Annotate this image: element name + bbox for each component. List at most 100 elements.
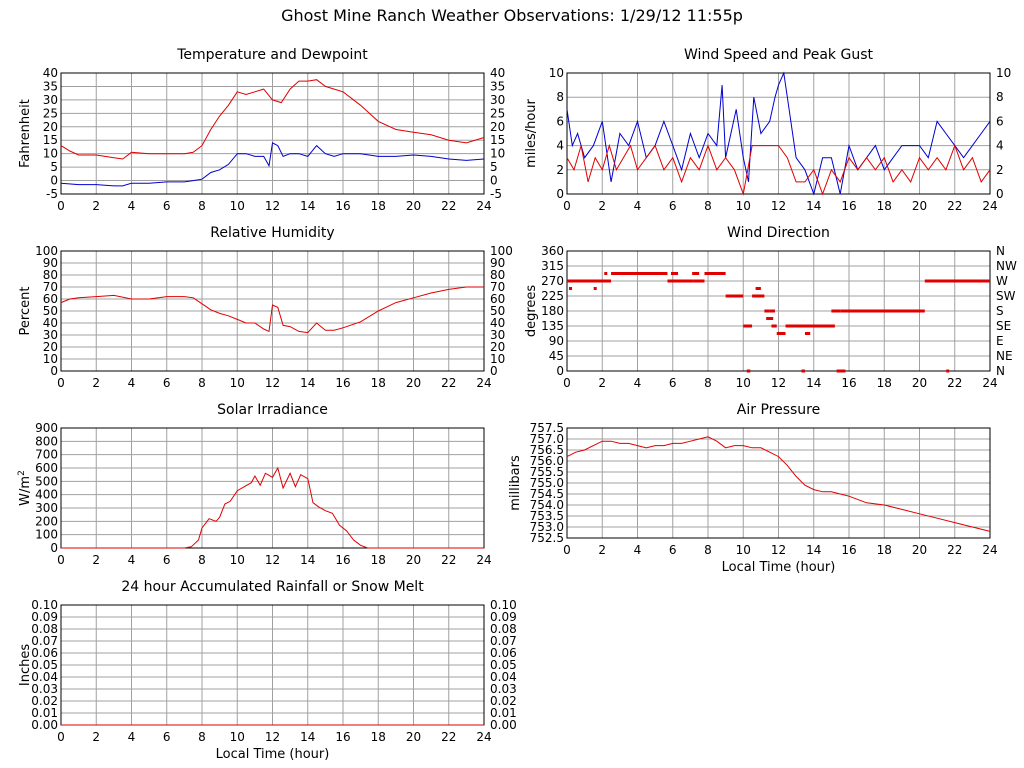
temp-right-y-tick: 0: [490, 174, 498, 188]
temp-x-tick: 0: [57, 199, 65, 213]
solar-y-tick: 200: [35, 514, 58, 528]
wind-series-0-line: [566, 71, 991, 196]
temp-y-tick: 30: [43, 93, 58, 107]
temp-x-tick: 12: [265, 199, 280, 213]
wdir-x-tick: 10: [736, 376, 751, 390]
rh-y-tick: 70: [43, 280, 58, 294]
wdir-x-tick: 22: [947, 376, 962, 390]
rain-x-tick: 0: [57, 730, 65, 744]
wind-x-tick: 14: [806, 199, 821, 213]
wdir-direction-point: [946, 369, 950, 373]
wind-y-tick: 6: [556, 114, 564, 128]
wind-right-y-tick: 0: [996, 187, 1004, 201]
wind-x-tick: 18: [877, 199, 892, 213]
rain-y-tick: 0.10: [31, 598, 58, 612]
pressure-y-tick: 755.0: [530, 476, 564, 490]
wdir-direction-point: [593, 287, 597, 290]
rh-x-tick: 0: [57, 376, 65, 390]
wdir-right-y-tick: SW: [996, 289, 1016, 303]
temp-right-y-tick: 25: [490, 106, 505, 120]
pressure-y-tick: 753.5: [530, 509, 564, 523]
wind-y-tick: 4: [556, 139, 564, 153]
pressure-x-tick: 10: [736, 543, 751, 557]
solar-y-tick: 700: [35, 448, 58, 462]
pressure-x-tick: 16: [841, 543, 856, 557]
solar-x-tick: 6: [163, 553, 171, 567]
temp-x-tick: 16: [335, 199, 350, 213]
page-title: Ghost Mine Ranch Weather Observations: 1…: [281, 6, 743, 25]
solar-x-tick: 20: [406, 553, 421, 567]
rh-right-y-tick: 10: [490, 352, 505, 366]
rain-right-y-tick: 0.10: [490, 598, 517, 612]
rh-right-y-tick: 70: [490, 280, 505, 294]
wdir-right-y-tick: SE: [996, 319, 1011, 333]
solar-series-0-line: [61, 466, 484, 549]
rain-x-tick: 22: [441, 730, 456, 744]
rh-y-tick: 20: [43, 340, 58, 354]
wdir-y-tick: 225: [541, 289, 564, 303]
rain-title: 24 hour Accumulated Rainfall or Snow Mel…: [121, 579, 424, 595]
solar-x-tick: 12: [265, 553, 280, 567]
rain-right-y-tick: 0.04: [490, 670, 517, 684]
rh-x-tick: 22: [441, 376, 456, 390]
wind-x-tick: 24: [982, 199, 997, 213]
solar-x-tick: 22: [441, 553, 456, 567]
rain-y-tick: 0.04: [31, 670, 58, 684]
rain-y-tick: 0.07: [31, 634, 58, 648]
pressure-x-tick: 8: [704, 543, 712, 557]
solar-x-tick: 24: [476, 553, 491, 567]
temp-x-tick: 2: [92, 199, 100, 213]
wdir-title: Wind Direction: [727, 225, 830, 241]
temp-right-y-tick: 5: [490, 160, 498, 174]
temp-right-y-tick: 20: [490, 120, 505, 134]
rain-x-tick: 14: [300, 730, 315, 744]
pressure-x-tick: 12: [771, 543, 786, 557]
rain-right-y-tick: 0.01: [490, 706, 517, 720]
rh-y-tick: 60: [43, 292, 58, 306]
solar-x-tick: 16: [335, 553, 350, 567]
temp-right-y-tick: 30: [490, 93, 505, 107]
rain-chart: 24 hour Accumulated Rainfall or Snow Mel…: [18, 579, 517, 762]
wind-right-y-tick: 8: [996, 90, 1004, 104]
wind-x-tick: 0: [563, 199, 571, 213]
temp-x-tick: 20: [406, 199, 421, 213]
pressure-y-tick: 754.5: [530, 487, 564, 501]
rh-right-y-tick: 20: [490, 340, 505, 354]
rh-title: Relative Humidity: [210, 225, 334, 241]
temp-y-tick: 25: [43, 106, 58, 120]
pressure-x-tick: 14: [806, 543, 821, 557]
wdir-x-tick: 16: [841, 376, 856, 390]
temp-y-tick: 15: [43, 133, 58, 147]
rain-y-tick: 0.03: [31, 682, 58, 696]
solar-y-tick: 900: [35, 421, 58, 435]
solar-y-tick: 100: [35, 528, 58, 542]
rh-y-label: Percent: [18, 287, 33, 336]
solar-y-tick: 300: [35, 501, 58, 515]
rain-y-tick: 0.00: [31, 718, 58, 732]
rh-x-tick: 16: [335, 376, 350, 390]
pressure-series-0-line: [566, 436, 991, 532]
pressure-frame: [566, 427, 991, 539]
temp-right-y-tick: -5: [490, 187, 502, 201]
wdir-y-tick: 270: [541, 274, 564, 288]
temp-x-tick: 18: [371, 199, 386, 213]
rain-y-tick: 0.08: [31, 622, 58, 636]
wdir-x-tick: 6: [669, 376, 677, 390]
rain-y-tick: 0.06: [31, 646, 58, 660]
wdir-right-y-tick: E: [996, 334, 1004, 348]
wdir-right-y-tick: W: [996, 274, 1008, 288]
rain-right-y-tick: 0.05: [490, 658, 517, 672]
wdir-direction-point: [604, 272, 608, 275]
solar-x-tick: 4: [128, 553, 136, 567]
wdir-x-tick: 8: [704, 376, 712, 390]
temp-frame: [60, 72, 485, 195]
pressure-y-tick: 752.5: [530, 531, 564, 545]
temp-title: Temperature and Dewpoint: [176, 47, 368, 63]
rain-right-y-tick: 0.09: [490, 610, 517, 624]
temp-y-tick: 20: [43, 120, 58, 134]
wind-y-tick: 0: [556, 187, 564, 201]
wdir-frame: [566, 250, 991, 372]
rh-x-tick: 8: [198, 376, 206, 390]
temp-y-tick: 5: [50, 160, 58, 174]
